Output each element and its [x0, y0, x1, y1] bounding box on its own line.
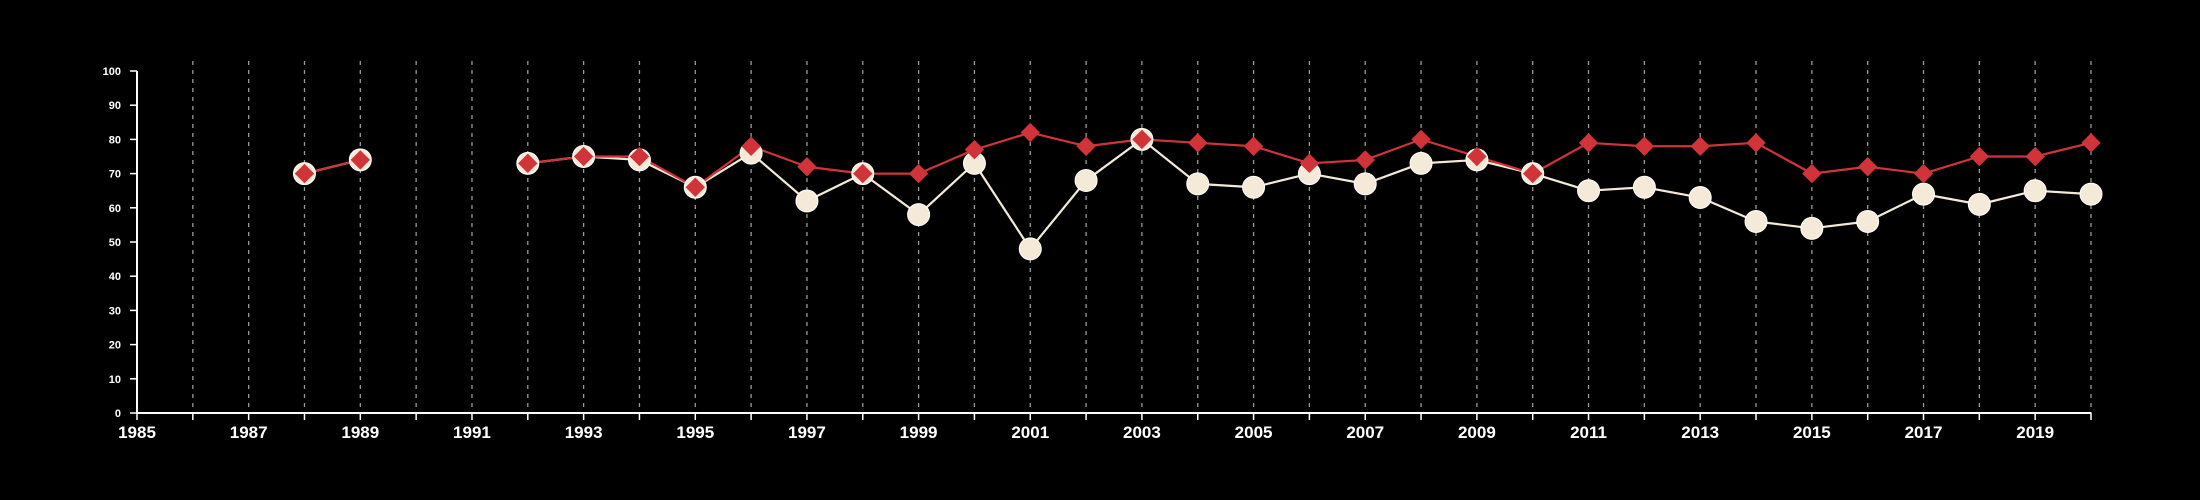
series-1-point-2011: [1577, 179, 1601, 203]
series-2-point-2017: [1913, 163, 1934, 184]
x-tick-label-2013: 2013: [1681, 423, 1719, 442]
series-1-point-2008: [1409, 151, 1433, 175]
y-tick-label-0: 0: [115, 408, 121, 420]
series-2-point-1999: [908, 163, 929, 184]
x-tick-label-1989: 1989: [341, 423, 379, 442]
x-tick-label-1995: 1995: [676, 423, 714, 442]
x-tick-label-2009: 2009: [1458, 423, 1496, 442]
series-2-point-1995: [685, 177, 705, 197]
series-2-point-2008: [1411, 129, 1431, 150]
x-tick-label-2005: 2005: [1235, 423, 1273, 442]
series-1-point-2005: [1242, 175, 1266, 199]
y-tick-label-40: 40: [109, 271, 121, 283]
series-2-point-1997: [797, 157, 817, 177]
series-2-point-2002: [1076, 136, 1096, 156]
series-2-point-1996: [741, 136, 761, 156]
series-1-point-2017: [1912, 182, 1936, 206]
x-tick-label-2007: 2007: [1346, 423, 1384, 442]
series-2-point-2020: [2081, 133, 2101, 153]
series-2-point-2005: [1243, 136, 1264, 156]
series-2-point-2015: [1802, 163, 1822, 184]
x-tick-label-2015: 2015: [1793, 423, 1831, 442]
x-tick-label-1985: 1985: [118, 423, 156, 442]
x-tick-label-2011: 2011: [1570, 423, 1607, 442]
series-1-point-1999: [907, 203, 931, 227]
x-tick-label-1997: 1997: [788, 423, 826, 442]
series-2-point-1992: [518, 153, 538, 174]
series-1-point-2007: [1353, 172, 1377, 196]
y-tick-label-10: 10: [109, 374, 121, 386]
series-2-point-2019: [2025, 146, 2045, 167]
y-tick-label-30: 30: [109, 305, 121, 317]
series-2-point-2004: [1188, 133, 1208, 153]
series-2-point-1998: [853, 163, 873, 184]
series-2-point-2001: [1020, 122, 1040, 143]
series-2-point-2010: [1523, 163, 1543, 184]
y-tick-label-80: 80: [109, 134, 121, 146]
x-tick-label-2017: 2017: [1905, 423, 1943, 442]
x-tick-label-1999: 1999: [900, 423, 938, 442]
series-2-point-2016: [1857, 157, 1878, 177]
series-2-point-2018: [1969, 146, 1990, 167]
y-tick-label-100: 100: [103, 66, 121, 78]
series-2-point-2014: [1746, 133, 1766, 153]
y-tick-label-70: 70: [109, 169, 121, 181]
y-tick-label-50: 50: [109, 237, 121, 249]
series-1-point-2018: [1967, 192, 1991, 216]
series-1-point-2015: [1800, 216, 1824, 240]
series-2-point-2011: [1578, 133, 1599, 153]
y-tick-label-60: 60: [109, 203, 121, 215]
x-tick-label-1991: 1991: [453, 423, 491, 442]
series-2-point-2012: [1634, 136, 1655, 156]
series-1-point-2020: [2079, 182, 2103, 206]
series-2-point-2003: [1132, 129, 1152, 150]
axes: 0 10 20 30 40 50 60 70 80 90 100 1985 1987 1989 1991 19…: [103, 66, 2092, 442]
series-1-point-2016: [1856, 209, 1880, 233]
series-2-point-2006: [1299, 153, 1320, 174]
series-2-point-2009: [1467, 146, 1487, 167]
series-2-point-2013: [1690, 136, 1710, 156]
series-1-point-2019: [2023, 179, 2047, 203]
x-tick-label-1987: 1987: [230, 423, 268, 442]
series-1-point-1997: [795, 189, 819, 213]
series-1-point-2004: [1186, 172, 1210, 196]
series-1-point-2002: [1074, 168, 1098, 192]
markers: [292, 122, 2103, 261]
series-2-point-1994: [629, 146, 650, 167]
x-tick-label-2019: 2019: [2016, 423, 2054, 442]
series-1-point-2013: [1688, 186, 1712, 210]
series-2-point-1993: [573, 146, 594, 167]
series-2-point-2007: [1355, 150, 1375, 170]
x-tick-label-2001: 2001: [1011, 423, 1049, 442]
x-tick-label-1993: 1993: [565, 423, 603, 442]
series-1-point-2012: [1632, 175, 1656, 199]
series-2-point-1989: [350, 150, 371, 170]
y-tick-label-20: 20: [109, 340, 121, 352]
y-tick-label-90: 90: [109, 100, 121, 112]
series-2-point-2000: [964, 139, 985, 160]
series-2-point-1988: [294, 163, 315, 184]
x-tick-label-2003: 2003: [1123, 423, 1161, 442]
series-1-point-2001: [1018, 237, 1042, 261]
series-1-point-2014: [1744, 209, 1768, 233]
